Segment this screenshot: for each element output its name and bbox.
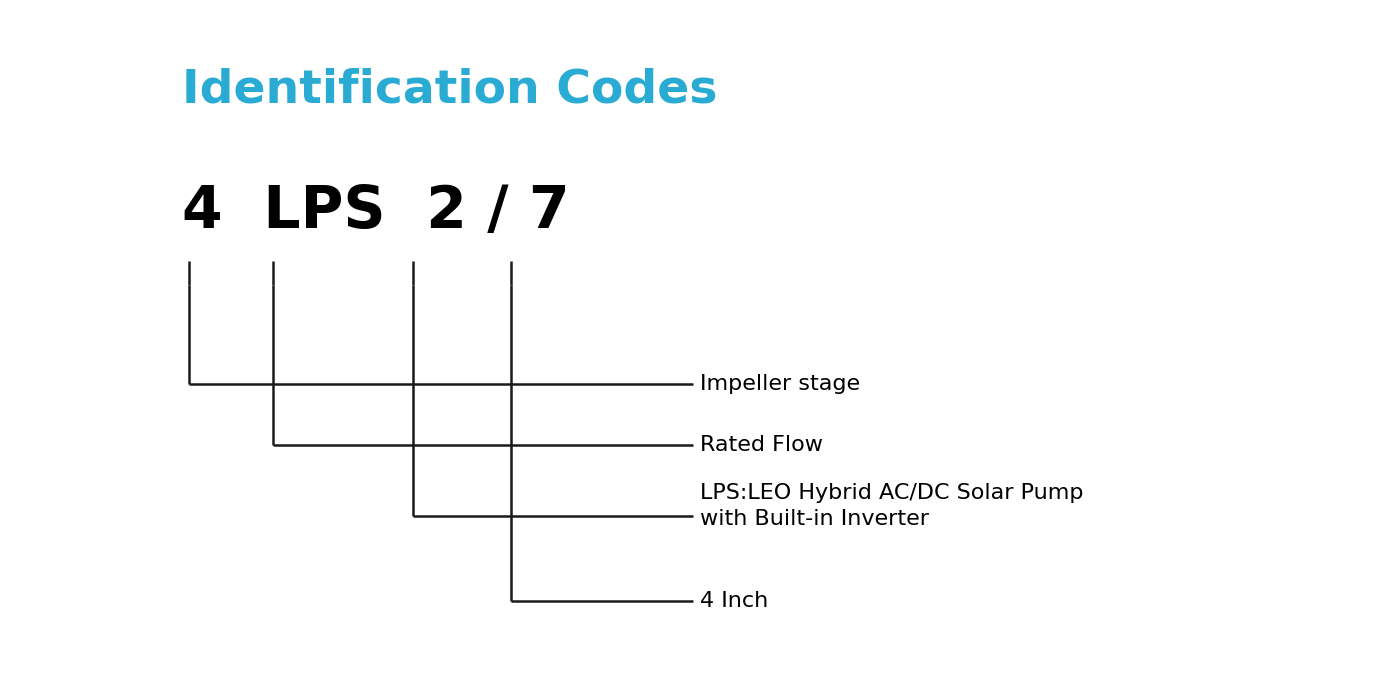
Text: LPS:LEO Hybrid AC/DC Solar Pump
with Built-in Inverter: LPS:LEO Hybrid AC/DC Solar Pump with Bui… [700,483,1084,529]
Text: 4  LPS  2 / 7: 4 LPS 2 / 7 [182,183,570,240]
Text: Impeller stage: Impeller stage [700,373,860,394]
Text: 4 Inch: 4 Inch [700,591,769,611]
Text: Identification Codes: Identification Codes [182,68,717,113]
Text: Rated Flow: Rated Flow [700,435,823,455]
